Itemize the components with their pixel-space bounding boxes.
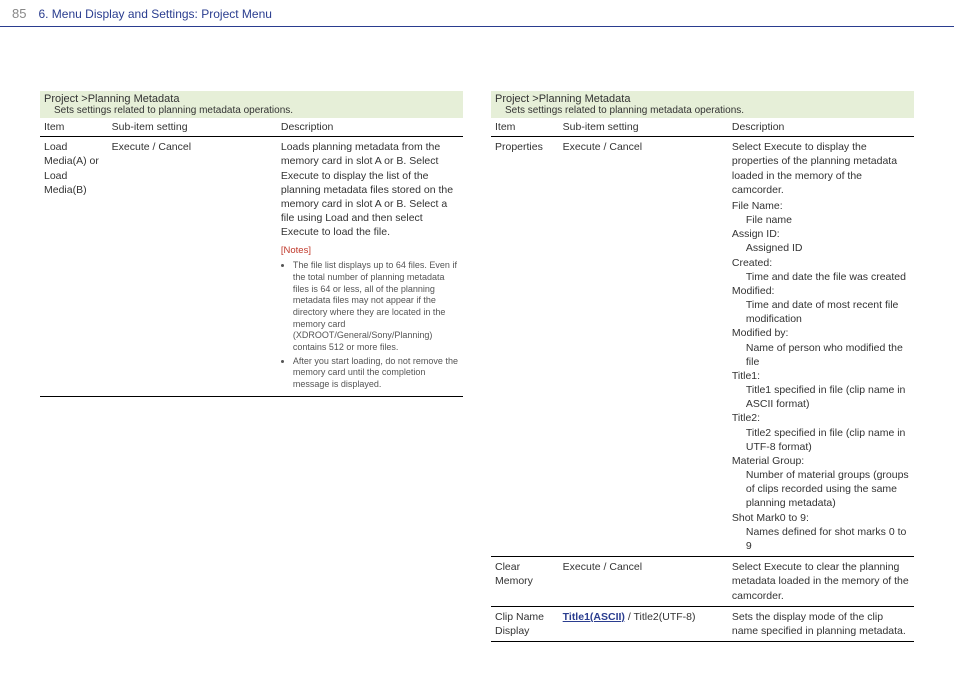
cell-desc: Loads planning metadata from the memory … xyxy=(277,137,463,397)
section-sub-right: Sets settings related to planning metada… xyxy=(491,105,914,118)
meta-entry: Modified:Time and date of most recent fi… xyxy=(732,284,910,327)
cell-sub: Execute / Cancel xyxy=(108,137,277,397)
cell-item: Properties xyxy=(491,137,559,557)
settings-table-right: Item Sub-item setting Description Proper… xyxy=(491,118,914,642)
table-row: Load Media(A) or Load Media(B) Execute /… xyxy=(40,137,463,397)
right-column: Project >Planning Metadata Sets settings… xyxy=(491,91,914,642)
page-number: 85 xyxy=(12,6,26,21)
section-title-right: Project >Planning Metadata xyxy=(491,91,914,105)
table-row: Clear Memory Execute / Cancel Select Exe… xyxy=(491,557,914,607)
meta-entry: File Name:File name xyxy=(732,199,910,227)
meta-list: File Name:File name Assign ID:Assigned I… xyxy=(732,199,910,553)
col-header-sub: Sub-item setting xyxy=(559,118,728,137)
notes-heading: [Notes] xyxy=(281,245,459,258)
table-row: Clip Name Display Title1(ASCII) / Title2… xyxy=(491,606,914,641)
col-header-desc: Description xyxy=(728,118,914,137)
content-area: Project >Planning Metadata Sets settings… xyxy=(0,27,954,662)
col-header-item: Item xyxy=(40,118,108,137)
desc-text: Select Execute to display the properties… xyxy=(732,141,897,196)
cell-desc: Sets the display mode of the clip name s… xyxy=(728,606,914,641)
meta-entry: Created:Time and date the file was creat… xyxy=(732,256,910,284)
section-title-left: Project >Planning Metadata xyxy=(40,91,463,105)
col-header-item: Item xyxy=(491,118,559,137)
cell-sub: Execute / Cancel xyxy=(559,137,728,557)
left-column: Project >Planning Metadata Sets settings… xyxy=(40,91,463,642)
table-row: Properties Execute / Cancel Select Execu… xyxy=(491,137,914,557)
col-header-desc: Description xyxy=(277,118,463,137)
col-header-sub: Sub-item setting xyxy=(108,118,277,137)
desc-text: Loads planning metadata from the memory … xyxy=(281,141,453,238)
cell-desc: Select Execute to clear the planning met… xyxy=(728,557,914,607)
default-value-link[interactable]: Title1(ASCII) xyxy=(563,611,625,623)
cell-sub: Title1(ASCII) / Title2(UTF-8) xyxy=(559,606,728,641)
cell-desc: Select Execute to display the properties… xyxy=(728,137,914,557)
note-item: After you start loading, do not remove t… xyxy=(293,356,459,391)
cell-item: Clear Memory xyxy=(491,557,559,607)
section-sub-left: Sets settings related to planning metada… xyxy=(40,105,463,118)
cell-item: Load Media(A) or Load Media(B) xyxy=(40,137,108,397)
meta-entry: Title1:Title1 specified in file (clip na… xyxy=(732,369,910,412)
meta-entry: Shot Mark0 to 9:Names defined for shot m… xyxy=(732,511,910,554)
sub-rest: / Title2(UTF-8) xyxy=(625,611,696,623)
page-title: 6. Menu Display and Settings: Project Me… xyxy=(38,7,271,21)
cell-item: Clip Name Display xyxy=(491,606,559,641)
meta-entry: Modified by:Name of person who modified … xyxy=(732,326,910,369)
meta-entry: Title2:Title2 specified in file (clip na… xyxy=(732,411,910,454)
meta-entry: Assign ID:Assigned ID xyxy=(732,227,910,255)
meta-entry: Material Group:Number of material groups… xyxy=(732,454,910,511)
notes-list: The file list displays up to 64 files. E… xyxy=(281,260,459,391)
page-header: 85 6. Menu Display and Settings: Project… xyxy=(0,0,954,27)
note-item: The file list displays up to 64 files. E… xyxy=(293,260,459,354)
cell-sub: Execute / Cancel xyxy=(559,557,728,607)
settings-table-left: Item Sub-item setting Description Load M… xyxy=(40,118,463,397)
